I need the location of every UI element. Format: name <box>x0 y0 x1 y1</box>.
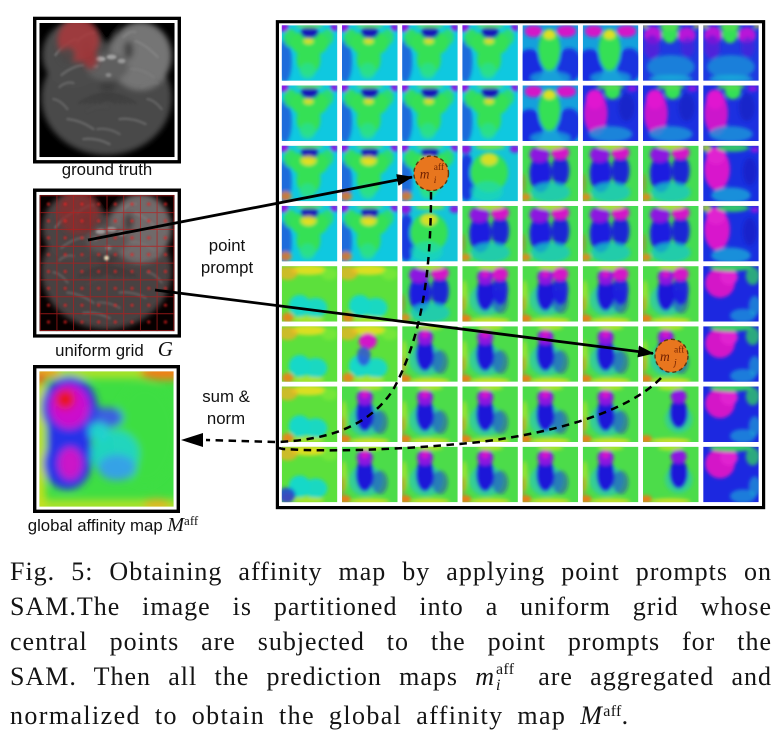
svg-text:aff: aff <box>674 344 685 355</box>
svg-text:i: i <box>434 176 437 186</box>
svg-text:m: m <box>420 166 430 181</box>
svg-text:aff: aff <box>434 162 445 173</box>
svg-text:m: m <box>660 349 670 364</box>
svg-text:j: j <box>672 358 677 368</box>
